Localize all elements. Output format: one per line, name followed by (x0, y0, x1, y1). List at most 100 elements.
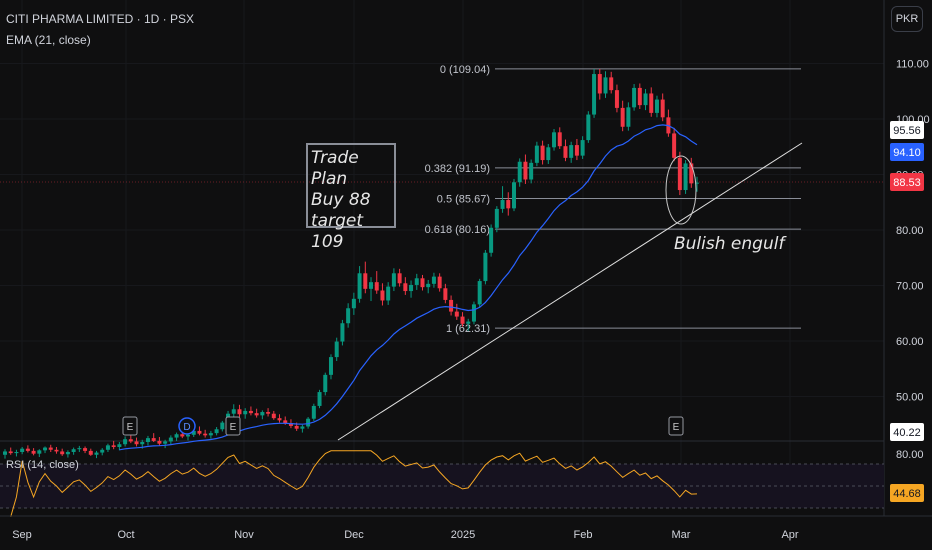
candle-body (391, 273, 396, 287)
candle-body (100, 449, 105, 453)
price-tick-label: 60.00 (896, 336, 924, 348)
rsi-value-label: 44.68 (893, 488, 921, 500)
candle-body (403, 283, 408, 292)
candle-body (300, 426, 305, 429)
candle-body (248, 410, 253, 414)
candle-body (592, 74, 597, 115)
engulf-note[interactable]: Bulish engulf (674, 234, 785, 254)
candle-body (563, 146, 568, 158)
candle-body (306, 418, 311, 427)
ema-legend[interactable]: EMA (21, close) (6, 33, 91, 47)
price-badge-label: 94.10 (893, 147, 921, 159)
candle-body (460, 316, 465, 324)
symbol-title[interactable]: CITI PHARMA LIMITED · 1D · PSX (6, 12, 195, 26)
marker-label: E (127, 422, 134, 433)
candle-body (123, 439, 128, 445)
rsi-legend[interactable]: RSI (14, close) (6, 459, 79, 471)
candle-body (37, 450, 42, 454)
candle-body (574, 145, 579, 156)
candle-body (48, 447, 53, 450)
candle-body (271, 413, 276, 419)
price-axis[interactable]: 110.00100.0090.0080.0070.0060.0050.0080.… (896, 59, 930, 462)
candle-body (60, 451, 65, 455)
candle-body (511, 182, 516, 209)
marker-label: E (673, 422, 680, 433)
candle-body (105, 445, 110, 450)
rsi-value-badge (890, 484, 924, 502)
candle-body (145, 438, 150, 443)
rsi-band (0, 464, 884, 508)
trendline[interactable] (337, 142, 803, 441)
candle-body (77, 448, 82, 450)
candle-body (283, 420, 288, 424)
price-labels: 95.56 94.10 88.53 40.22 44.68 (890, 121, 924, 502)
candle-body (660, 99, 665, 118)
candle-body (128, 439, 133, 442)
candle-body (637, 87, 642, 106)
price-tick-label: 50.00 (896, 392, 924, 404)
candle-body (31, 450, 36, 454)
price-tick-label: 70.00 (896, 281, 924, 293)
candle-body (677, 157, 682, 191)
candle-body (363, 273, 368, 289)
candle-body (534, 145, 539, 163)
candle-body (14, 452, 19, 454)
rsi-line (10, 450, 698, 517)
candle-body (517, 161, 522, 183)
grid-layer (0, 0, 885, 516)
candles-layer (3, 69, 699, 459)
candle-body (117, 444, 122, 448)
candle-body (500, 200, 505, 209)
candle-body (340, 323, 345, 342)
dividend-marker[interactable] (178, 417, 196, 435)
engulf-highlight (665, 155, 697, 225)
candle-body (54, 449, 59, 452)
candle-body (414, 278, 419, 285)
currency-button[interactable]: PKR (891, 6, 923, 32)
candle-body (374, 282, 379, 291)
candle-body (65, 452, 70, 455)
candle-body (180, 434, 185, 437)
candle-body (111, 445, 116, 448)
candle-body (71, 449, 76, 452)
fib-level-label: 0.5 (85.67) (437, 194, 490, 206)
candle-body (317, 392, 322, 406)
candle-body (643, 93, 648, 106)
marker-label: D (183, 422, 190, 433)
candle-body (466, 321, 471, 324)
candle-body (620, 107, 625, 127)
candle-body (409, 284, 414, 292)
candle-body (168, 437, 173, 442)
candle-body (151, 438, 156, 441)
earnings-marker[interactable] (225, 416, 241, 436)
time-tick-label: Mar (672, 529, 691, 541)
candle-body (483, 252, 488, 282)
price-badge-label: 95.56 (893, 125, 921, 137)
candle-body (208, 433, 213, 436)
earnings-marker[interactable] (668, 416, 684, 436)
candle-body (649, 93, 654, 113)
candle-body (94, 452, 99, 455)
candle-body (186, 434, 191, 437)
candle-body (586, 114, 591, 141)
candle-body (420, 278, 425, 288)
time-tick-label: Oct (117, 529, 134, 541)
time-tick-label: Dec (344, 529, 364, 541)
trade-plan-note[interactable]: Trade Plan Buy 88 target 109 (306, 143, 396, 252)
candle-body (397, 273, 402, 284)
candle-body (477, 281, 482, 305)
candle-body (220, 422, 225, 430)
candle-body (83, 448, 88, 451)
trade-plan-line-1: Trade Plan (311, 148, 359, 189)
candle-body (443, 288, 448, 300)
candle-body (580, 140, 585, 156)
candle-body (346, 308, 351, 324)
price-badge (890, 173, 924, 191)
earnings-marker[interactable] (122, 416, 138, 436)
candle-body (431, 276, 436, 284)
fib-level-label: 0 (109.04) (440, 64, 490, 76)
time-axis[interactable]: Sep Oct Nov Dec 2025 Feb Mar Apr (0, 515, 932, 541)
price-badge-label: 88.53 (893, 177, 921, 189)
